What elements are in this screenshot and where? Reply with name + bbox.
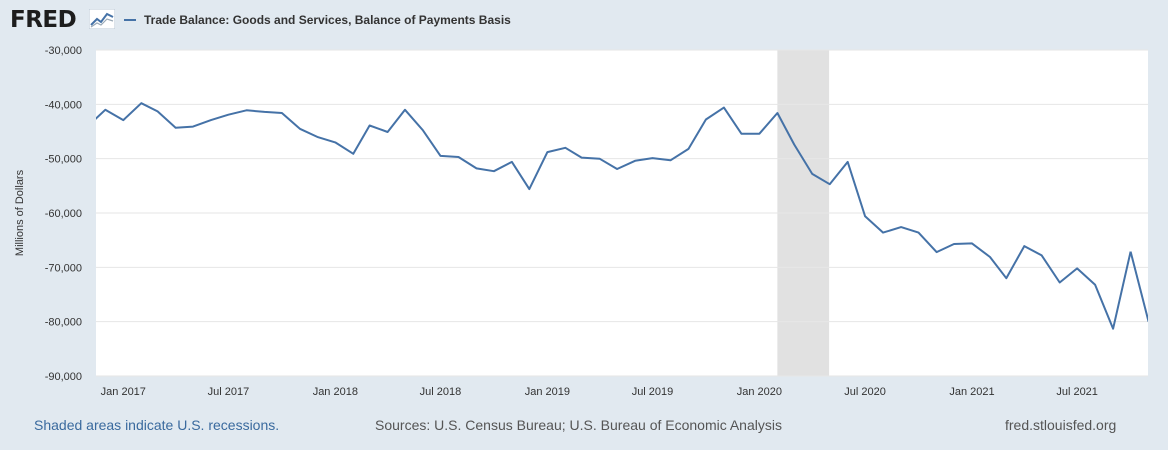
fred-logo[interactable]: FRED [10,7,77,33]
series-line-0[interactable] [88,102,1132,330]
series-lines [88,102,1149,330]
y-tick-label: -50,000 [45,154,82,166]
x-tick-label: Jul 2017 [208,386,250,398]
y-tick-label: -70,000 [45,262,82,274]
series-line-1[interactable] [1129,251,1149,322]
legend-swatch [124,19,136,21]
legend-series-label: Trade Balance: Goods and Services, Balan… [144,13,511,27]
y-tick-label: -40,000 [45,99,82,111]
x-tick-label: Jul 2021 [1056,386,1098,398]
chart-header: FRED Trade Balance: Goods and Services, … [0,0,1168,40]
recessions-note[interactable]: Shaded areas indicate U.S. recessions. [34,417,280,433]
x-tick-label: Jul 2020 [844,386,886,398]
x-tick-label: Jan 2017 [101,386,146,398]
x-tick-label: Jan 2019 [525,386,570,398]
site-link[interactable]: fred.stlouisfed.org [1005,417,1117,433]
y-tick-label: -30,000 [45,45,82,57]
chart-legend[interactable]: Trade Balance: Goods and Services, Balan… [124,12,511,28]
y-tick-label: -60,000 [45,208,82,220]
y-tick-label: -90,000 [45,371,82,383]
line-chart[interactable]: -30,000 -40,000 -50,000 -60,000 -70,000 -80,0… [0,0,1168,410]
y-axis-label: Millions of Dollars [14,169,26,256]
x-tick-label: Jan 2021 [949,386,994,398]
line-chart-icon [89,9,115,29]
x-tick-label: Jul 2019 [632,386,674,398]
gridlines [96,49,1148,377]
x-tick-label: Jan 2020 [737,386,782,398]
sources-note: Sources: U.S. Census Bureau; U.S. Bureau… [375,417,782,433]
x-tick-label: Jan 2018 [313,386,358,398]
y-axis: -30,000 -40,000 -50,000 -60,000 -70,000 -80,0… [45,45,82,383]
x-tick-label: Jul 2018 [420,386,462,398]
y-tick-label: -80,000 [45,317,82,329]
x-axis: Jan 2017 Jul 2017 Jan 2018 Jul 2018 Jan 2019… [101,386,1098,398]
